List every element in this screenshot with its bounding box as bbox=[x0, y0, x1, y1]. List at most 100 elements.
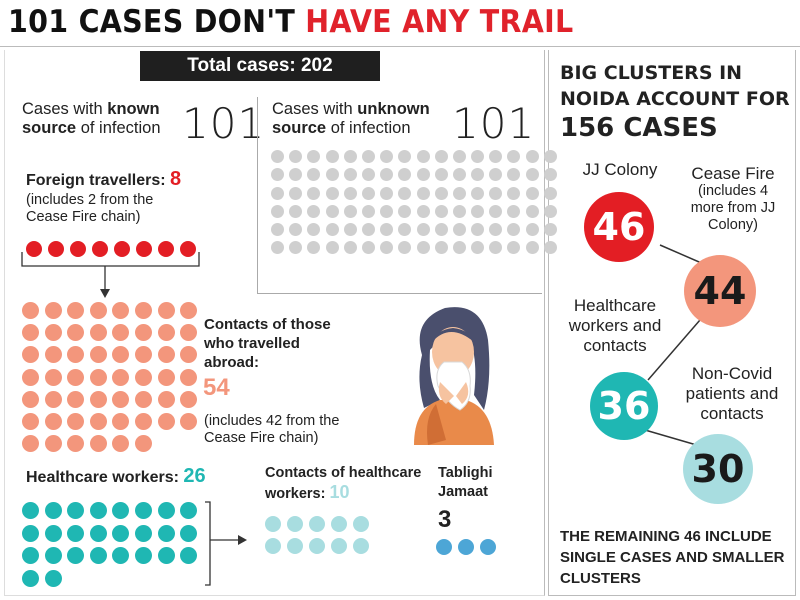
case-dot bbox=[134, 346, 152, 364]
cluster-circle-cease-fire: 44 bbox=[684, 255, 756, 327]
case-dot bbox=[271, 186, 284, 200]
case-dot bbox=[157, 346, 175, 364]
case-dot bbox=[436, 539, 452, 555]
case-dot bbox=[112, 502, 130, 519]
unknown-pre: Cases with bbox=[272, 100, 358, 118]
foreign-count: 8 bbox=[170, 168, 182, 190]
case-dot bbox=[452, 186, 466, 200]
remaining-note: THE REMAINING 46 INCLUDE SINGLE CASES AN… bbox=[560, 528, 785, 587]
abroad-note: (includes 42 from the Cease Fire chain) bbox=[204, 413, 340, 446]
case-dot bbox=[67, 302, 85, 319]
case-dot bbox=[353, 516, 369, 532]
unknown-source-label: Cases with unknown source of infection bbox=[272, 100, 447, 138]
case-dot bbox=[22, 412, 39, 430]
clusters-heading-line3: 156 CASES bbox=[560, 113, 718, 143]
known-line2: of infection bbox=[76, 119, 161, 137]
case-dot bbox=[325, 168, 339, 182]
hc-contacts-count: 10 bbox=[329, 482, 350, 502]
unknown-bold: unknown bbox=[357, 100, 430, 118]
case-dot bbox=[89, 324, 107, 342]
foreign-dots bbox=[26, 241, 196, 257]
case-dot bbox=[67, 435, 85, 453]
case-dot bbox=[507, 204, 521, 218]
case-dot bbox=[343, 204, 357, 218]
case-dot bbox=[525, 150, 539, 163]
hc-contacts-label: Contacts of healthcare workers: 10 bbox=[265, 464, 440, 504]
case-dot bbox=[507, 186, 521, 200]
headline: 101 CASES DON'T HAVE ANY TRAIL bbox=[8, 4, 573, 40]
cluster-label-cease-fire: Cease Fire (includes 4 more from JJ Colony… bbox=[672, 165, 794, 234]
case-dot bbox=[287, 516, 303, 532]
case-dot bbox=[343, 241, 357, 255]
case-dot bbox=[44, 390, 62, 408]
case-dot bbox=[507, 241, 521, 255]
foreign-label: Foreign travellers: 8 bbox=[26, 168, 182, 190]
case-dot bbox=[380, 168, 394, 182]
case-dot bbox=[471, 241, 485, 255]
case-dot bbox=[434, 168, 448, 182]
case-dot bbox=[434, 241, 448, 255]
case-dot bbox=[480, 539, 496, 555]
case-dot bbox=[44, 547, 62, 565]
case-dot bbox=[22, 324, 39, 342]
case-dot bbox=[398, 186, 412, 200]
case-dot bbox=[307, 186, 321, 200]
case-dot bbox=[22, 346, 39, 364]
case-dot bbox=[471, 223, 485, 237]
case-dot bbox=[307, 150, 321, 163]
case-dot bbox=[67, 324, 85, 342]
cluster-value-non-covid: 30 bbox=[691, 447, 745, 491]
case-dot bbox=[361, 223, 375, 237]
case-dot bbox=[307, 204, 321, 218]
headline-red: HAVE ANY TRAIL bbox=[305, 4, 574, 40]
case-dot bbox=[289, 241, 303, 255]
case-dot bbox=[112, 390, 130, 408]
case-dot bbox=[67, 502, 85, 519]
clusters-heading: BIG CLUSTERS IN NOIDA ACCOUNT FOR 156 CA… bbox=[560, 60, 790, 144]
case-dot bbox=[112, 524, 130, 542]
case-dot bbox=[398, 241, 412, 255]
cluster-value-healthcare: 36 bbox=[597, 384, 651, 428]
case-dot bbox=[67, 547, 85, 565]
case-dot bbox=[180, 547, 198, 565]
case-dot bbox=[112, 412, 130, 430]
case-dot bbox=[325, 186, 339, 200]
case-dot bbox=[22, 390, 39, 408]
cluster-circle-healthcare: 36 bbox=[590, 372, 658, 440]
case-dot bbox=[180, 302, 198, 319]
case-dot bbox=[157, 547, 175, 565]
case-dot bbox=[331, 516, 347, 532]
case-dot bbox=[325, 241, 339, 255]
right-panel bbox=[548, 50, 796, 596]
case-dot bbox=[136, 241, 152, 257]
known-pre: Cases with bbox=[22, 100, 108, 118]
cluster-link-3 bbox=[644, 429, 701, 447]
case-dot bbox=[525, 204, 539, 218]
case-dot bbox=[112, 324, 130, 342]
case-dot bbox=[289, 204, 303, 218]
case-dot bbox=[416, 168, 430, 182]
case-dot bbox=[507, 168, 521, 182]
case-dot bbox=[416, 186, 430, 200]
case-dot bbox=[44, 368, 62, 386]
case-dot bbox=[525, 223, 539, 237]
case-dot bbox=[361, 150, 375, 163]
case-dot bbox=[44, 569, 62, 587]
case-dot bbox=[44, 524, 62, 542]
headline-black: 101 CASES DON'T bbox=[8, 4, 306, 40]
case-dot bbox=[158, 241, 174, 257]
cease-fire-note: (includes 4 more from JJ Colony) bbox=[690, 183, 776, 233]
case-dot bbox=[22, 502, 39, 519]
clusters-heading-line1: BIG CLUSTERS IN bbox=[560, 62, 743, 84]
case-dot bbox=[416, 223, 430, 237]
case-dot bbox=[157, 302, 175, 319]
case-dot bbox=[271, 204, 284, 218]
case-dot bbox=[434, 186, 448, 200]
case-dot bbox=[44, 324, 62, 342]
case-dot bbox=[112, 302, 130, 319]
cluster-label-jj-colony: JJ Colony bbox=[582, 160, 658, 179]
cluster-circle-non-covid: 30 bbox=[683, 434, 753, 504]
case-dot bbox=[452, 223, 466, 237]
case-dot bbox=[398, 168, 412, 182]
case-dot bbox=[331, 538, 347, 554]
